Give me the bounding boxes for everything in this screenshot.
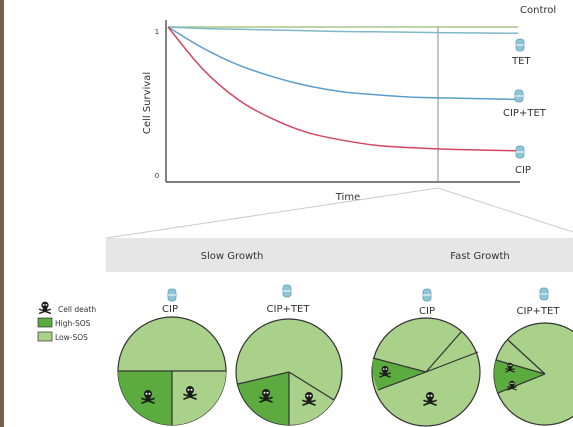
zoom-line-right (437, 187, 573, 233)
y-tick-label: 0 (155, 172, 159, 180)
pie-divider (237, 371, 290, 385)
x-axis-label: Time (335, 192, 360, 203)
fast-growth-label: Fast Growth (450, 251, 509, 262)
pill-icon (514, 89, 524, 103)
legend-swatch-low-sos (37, 331, 53, 342)
skull-icon (38, 300, 52, 315)
pie-label: CIP+TET (267, 304, 311, 315)
pie-slow-cip: CIP (117, 288, 227, 426)
legend-label-high-sos: High-SOS (55, 319, 91, 328)
legend-swatch-high-sos (37, 317, 53, 328)
y-axis-label: Cell Survival (142, 72, 153, 134)
legend: Cell death High-SOS Low-SOS (37, 300, 96, 342)
legend-label-cell-death: Cell death (58, 305, 96, 314)
pill-icon (539, 287, 549, 301)
pill-icon (515, 38, 525, 52)
pie-divider (497, 373, 546, 394)
series-line-tet (167, 26, 519, 35)
pie-slice-low-sos (172, 371, 226, 425)
pill-icon (422, 288, 432, 302)
pie-divider (425, 351, 479, 373)
pie-slice-high-sos (494, 360, 545, 393)
y-tick-label: 1 (155, 28, 159, 36)
pie-divider (425, 330, 463, 373)
series-line-cip (167, 26, 519, 152)
pill-icon (167, 288, 177, 302)
pie-divider (507, 339, 546, 375)
series-line-cip-tet (167, 26, 519, 101)
pie-divider (372, 357, 427, 373)
series-label-cip: CIP (515, 165, 531, 176)
legend-label-low-sos: Low-SOS (55, 333, 88, 342)
pie-slow-cip-tet: CIP+TET (235, 284, 343, 426)
left-edge-bar (0, 0, 4, 427)
pie-divider (377, 371, 427, 391)
pie-fast-cip-tet: CIP+TET (493, 287, 573, 426)
slow-growth-label: Slow Growth (201, 251, 264, 262)
series-label-control: Control (520, 5, 556, 16)
zoom-line-left (105, 187, 439, 239)
pie-fast-cip: CIP (371, 288, 481, 427)
pie-label: CIP (419, 306, 435, 317)
series-label-cip-tet: CIP+TET (503, 108, 547, 119)
plot-area: 1 0 Cell Survival Time Control TET CIP+T… (142, 5, 556, 203)
pie-divider (495, 359, 546, 375)
pie-label: CIP (162, 304, 178, 315)
pill-icon (282, 284, 292, 298)
pill-icon (515, 145, 525, 159)
pie-label: CIP+TET (517, 306, 561, 317)
pie-divider (288, 371, 335, 401)
series-label-tet: TET (511, 56, 531, 67)
growth-band (106, 238, 573, 272)
series-lines (167, 26, 519, 152)
